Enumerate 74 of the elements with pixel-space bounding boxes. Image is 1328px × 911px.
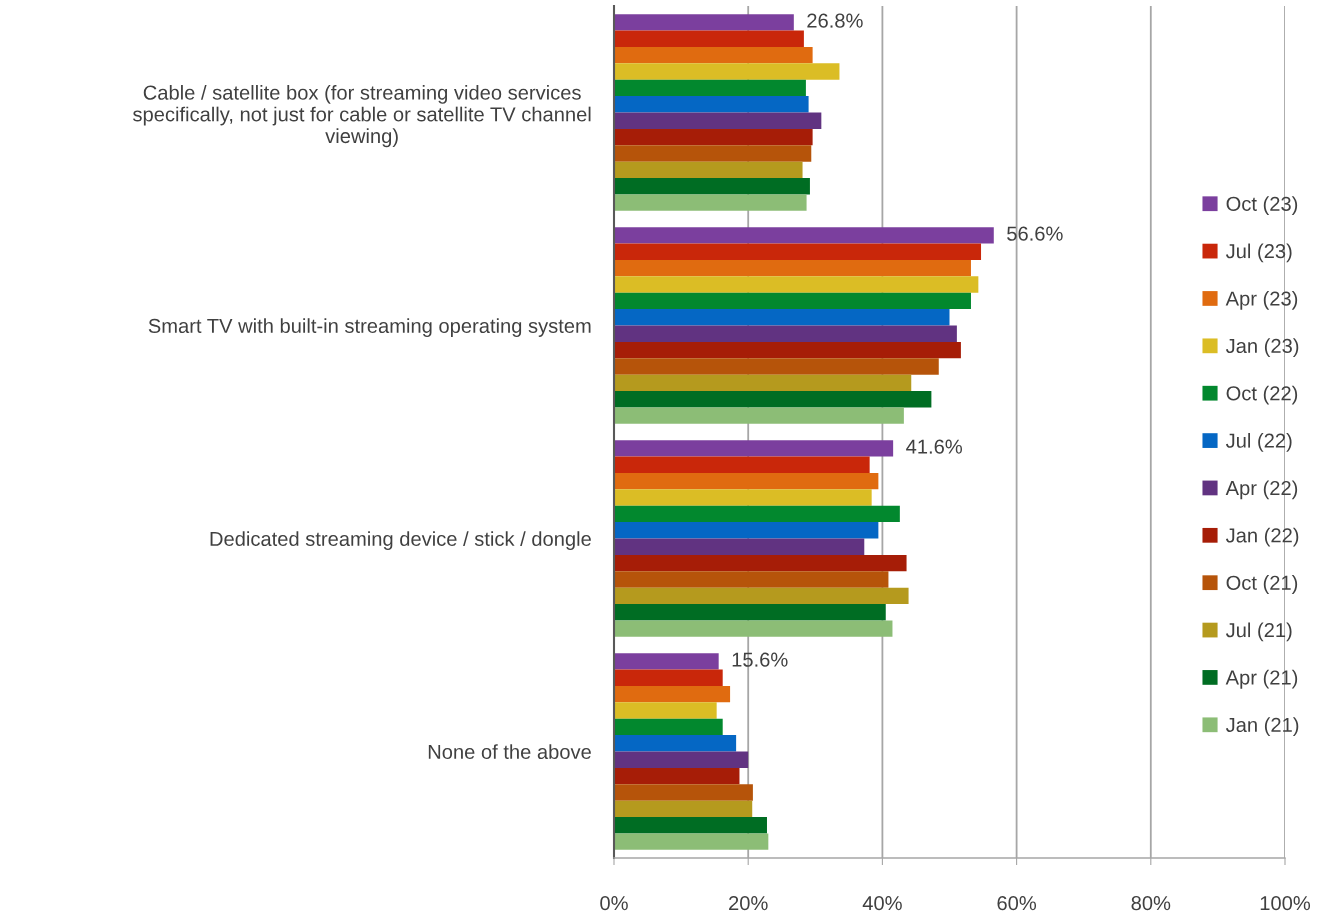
bar <box>614 243 982 260</box>
data-label: 56.6% <box>1007 226 1063 241</box>
bar <box>614 456 870 473</box>
bar <box>614 30 804 47</box>
bar <box>614 178 810 195</box>
bar <box>614 604 886 621</box>
bar <box>614 718 723 736</box>
bar <box>614 505 900 523</box>
y-tick-label: Cable / satellite box (for streaming video services specifically, not just for cable or satellite TV channel viewing) <box>133 84 591 148</box>
bar <box>614 292 971 310</box>
bar <box>614 440 894 457</box>
legend-label: Oct (22) <box>1226 385 1298 405</box>
bar <box>614 751 749 768</box>
bar <box>614 194 807 211</box>
legend-label: Oct (21) <box>1226 575 1298 594</box>
legend-label: Jul (22) <box>1225 433 1292 452</box>
bar <box>614 653 719 670</box>
legend-label: Oct (23) <box>1226 196 1298 215</box>
x-tick-label: 40% <box>862 896 902 911</box>
y-tick-label: Smart TV with built-in streaming operating system <box>148 318 591 337</box>
bar <box>614 341 961 359</box>
bar <box>614 784 753 801</box>
bar <box>614 276 979 293</box>
data-label: 26.8% <box>807 13 863 28</box>
bar <box>614 587 909 605</box>
bar <box>614 358 939 375</box>
y-tick-label: Dedicated streaming device / stick / dongle <box>210 531 591 550</box>
bar <box>614 227 994 244</box>
legend-label: Jan (22) <box>1225 527 1299 547</box>
bar <box>614 14 794 31</box>
bar <box>614 767 740 785</box>
legend-label: Apr (22) <box>1225 480 1298 500</box>
y-tick-label: None of the above <box>428 744 591 759</box>
bar <box>614 79 806 97</box>
bar <box>614 702 717 719</box>
bar <box>614 63 840 80</box>
bar <box>614 391 932 408</box>
bar <box>614 46 813 64</box>
bar <box>614 817 767 834</box>
legend-label: Jul (21) <box>1225 622 1292 642</box>
bar <box>614 472 879 490</box>
bar <box>614 489 872 506</box>
bar <box>614 145 812 162</box>
bar <box>614 128 813 146</box>
data-label: 41.6% <box>906 439 963 454</box>
bar <box>614 571 889 588</box>
bar <box>614 538 865 555</box>
legend-label: Jan (21) <box>1225 717 1299 736</box>
bar <box>614 161 803 179</box>
bar <box>614 259 971 277</box>
bar <box>614 374 912 392</box>
bar <box>614 833 769 850</box>
bar <box>614 309 950 326</box>
bar <box>614 325 957 342</box>
data-label: 15.6% <box>732 652 788 667</box>
x-tick-label: 0% <box>600 896 628 911</box>
bar <box>614 620 893 637</box>
bar <box>614 522 879 539</box>
legend-label: Jul (23) <box>1225 243 1292 263</box>
x-tick-label: 80% <box>1131 896 1171 911</box>
x-tick-label: 20% <box>729 896 768 911</box>
bar <box>614 407 904 424</box>
x-tick-label: 100% <box>1260 896 1311 911</box>
legend-label: Apr (21) <box>1225 669 1298 689</box>
bar <box>614 800 753 818</box>
legend-label: Apr (23) <box>1225 290 1298 310</box>
bar <box>614 112 822 129</box>
bar <box>614 685 731 703</box>
legend-label: Jan (23) <box>1225 338 1299 358</box>
bar <box>614 554 907 572</box>
bar <box>614 669 723 686</box>
x-tick-label: 60% <box>997 896 1037 911</box>
bar <box>614 735 737 752</box>
bar <box>614 96 809 113</box>
